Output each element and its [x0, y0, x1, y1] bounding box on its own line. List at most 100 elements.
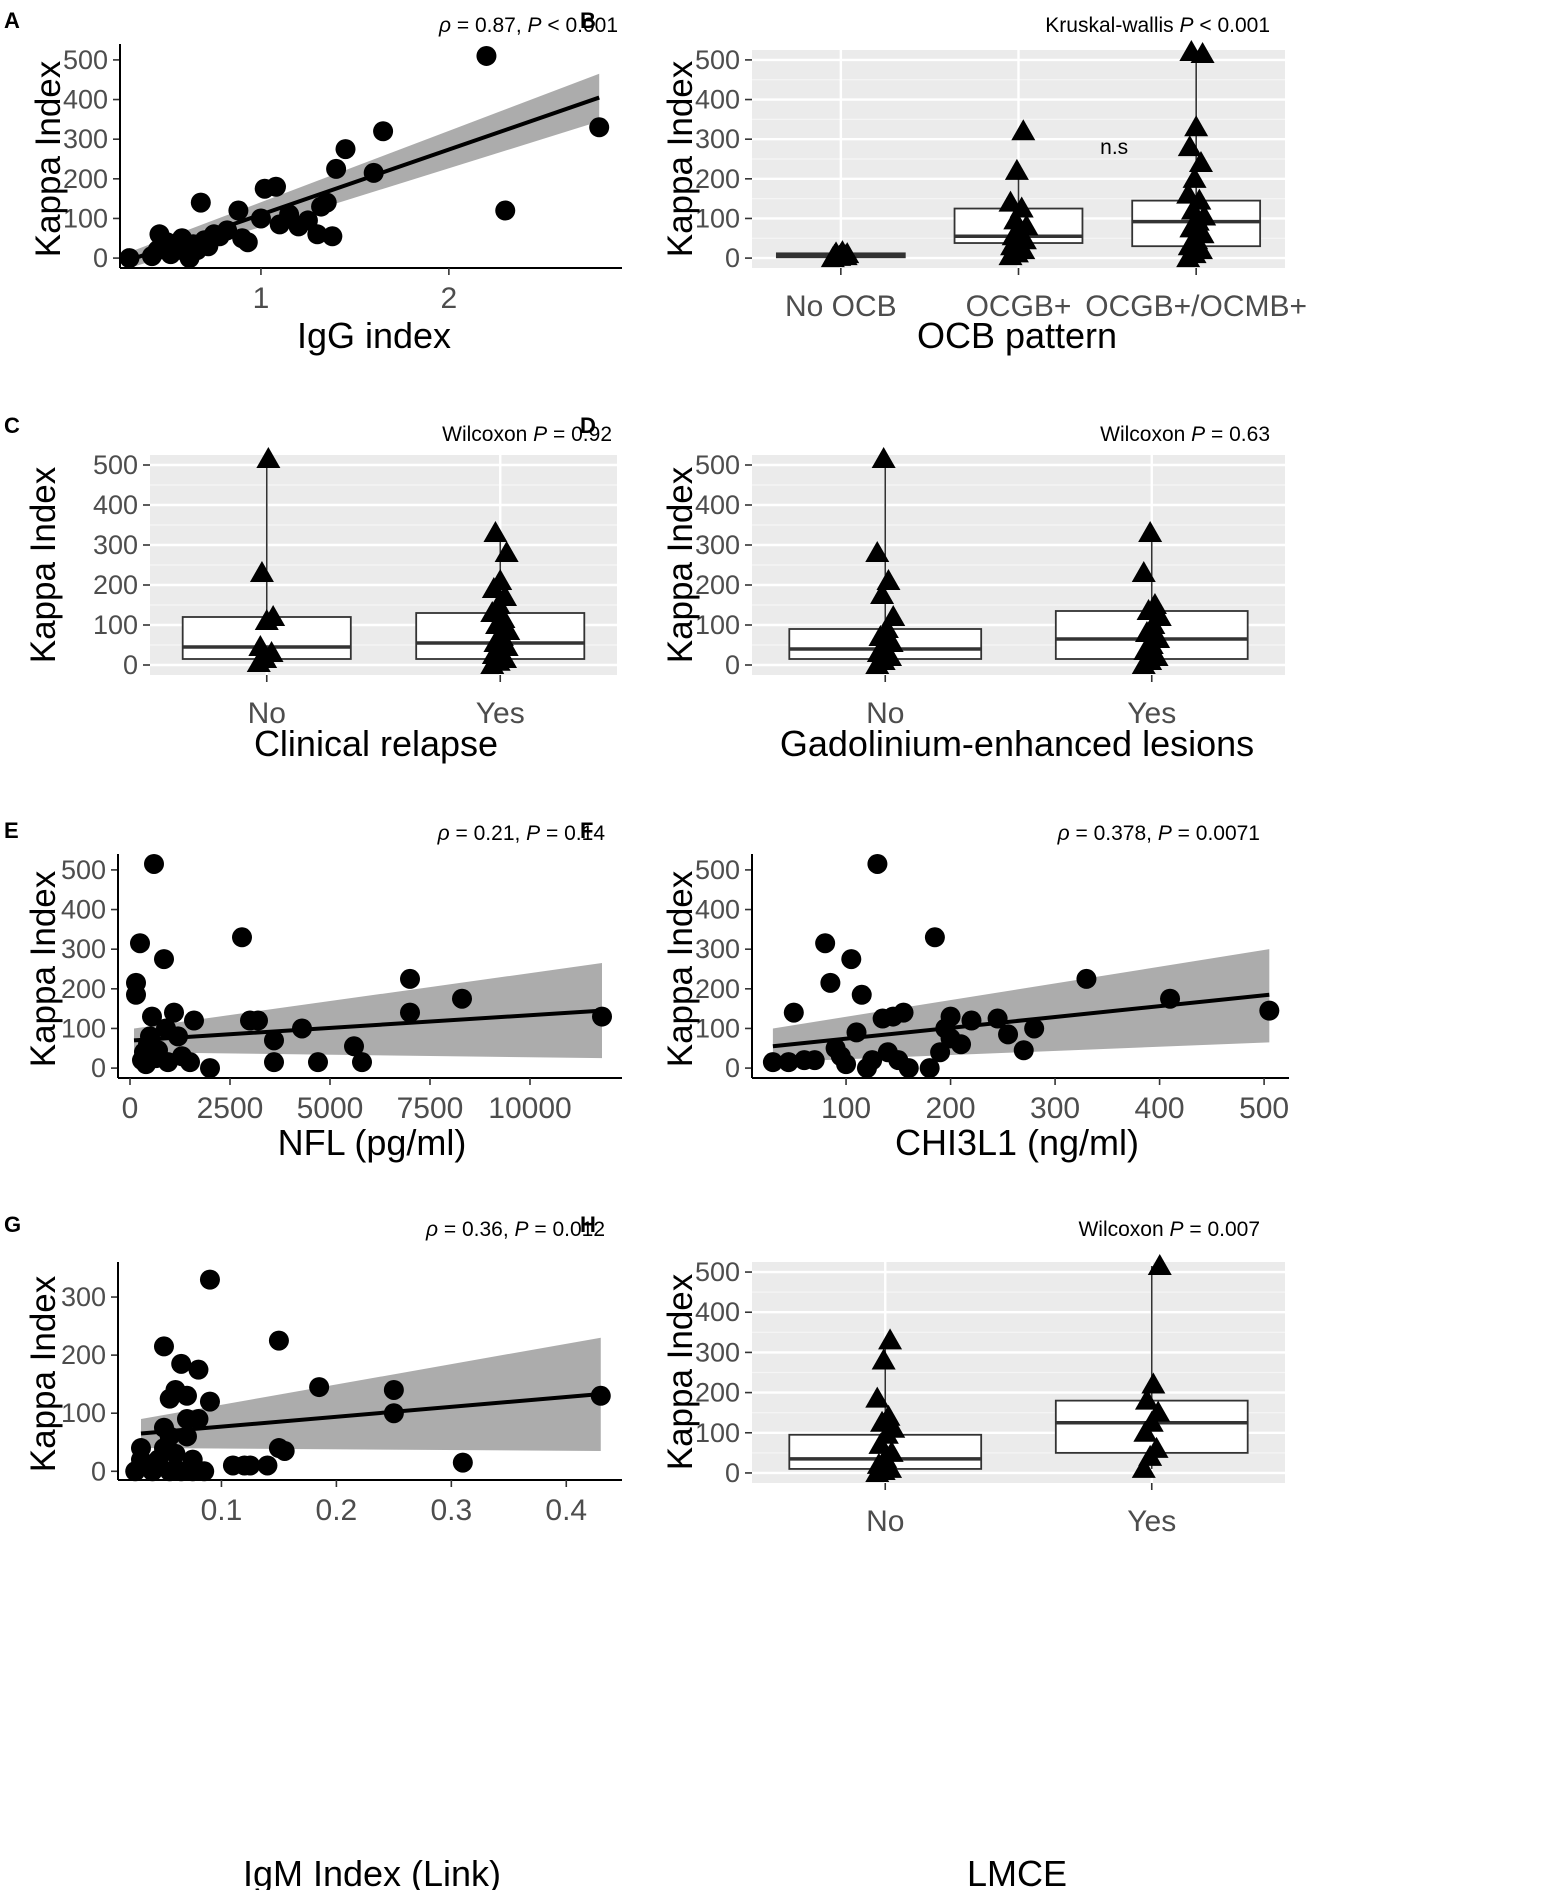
- stat-annotation: ρ = 0.378, P = 0.0071: [1057, 822, 1260, 845]
- data-point: [400, 968, 420, 989]
- regression-line: [133, 1008, 603, 1043]
- stat-annotation-part: = 0.14: [540, 822, 605, 845]
- panel-letter: E: [4, 818, 19, 843]
- data-point: [1177, 135, 1202, 157]
- x-tick-label: No: [866, 1505, 904, 1538]
- confidence-band: [134, 963, 602, 1059]
- stat-annotation-part: P: [526, 822, 540, 845]
- stat-annotation-part: P: [528, 14, 542, 37]
- data-point: [491, 607, 516, 628]
- y-axis-label: Kappa Index: [661, 870, 700, 1067]
- y-tick-label: 0: [725, 650, 740, 680]
- data-point: [865, 541, 890, 562]
- panel-letter: H: [580, 1212, 596, 1237]
- stat-annotation: ρ = 0.87, P < 0.001: [438, 14, 618, 37]
- data-point: [488, 569, 513, 590]
- y-tick-label: 400: [695, 895, 740, 925]
- data-point: [237, 232, 258, 253]
- y-tick-label: 300: [93, 530, 138, 560]
- x-tick-label: OCGB+/OCMB+: [1085, 290, 1307, 323]
- y-tick-label: 400: [93, 490, 138, 520]
- data-point: [452, 988, 472, 1009]
- data-point: [924, 927, 945, 948]
- data-point: [184, 1010, 204, 1031]
- stat-annotation-part: = 0.007: [1184, 1218, 1260, 1241]
- data-point: [483, 521, 508, 542]
- data-point: [190, 192, 211, 213]
- data-point: [893, 1002, 914, 1023]
- y-tick-label: 400: [695, 490, 740, 520]
- panel-letter: C: [4, 413, 20, 438]
- data-point: [1011, 119, 1036, 141]
- data-point: [851, 984, 872, 1005]
- data-point: [870, 583, 895, 604]
- data-point: [762, 1052, 783, 1073]
- data-point: [142, 1006, 162, 1027]
- data-point: [199, 1269, 220, 1290]
- x-axis-label: Clinical relapse: [254, 723, 498, 764]
- data-point: [830, 240, 855, 262]
- y-tick-label: 500: [695, 450, 740, 480]
- y-tick-label: 100: [695, 1013, 740, 1043]
- x-tick-label: 5000: [297, 1092, 364, 1125]
- data-point: [153, 1336, 174, 1357]
- data-point: [171, 1353, 192, 1374]
- y-tick-label: 500: [695, 45, 740, 75]
- data-point: [879, 1440, 904, 1462]
- x-tick-label: 0.1: [201, 1494, 243, 1527]
- data-point: [1144, 645, 1169, 666]
- data-point: [1013, 1040, 1034, 1061]
- data-point: [1141, 1372, 1166, 1394]
- y-tick-label: 300: [61, 1282, 106, 1312]
- data-point: [919, 1058, 940, 1079]
- stat-annotation-part: ρ: [437, 822, 450, 845]
- data-point: [1179, 39, 1204, 61]
- stat-annotation-part: P: [1170, 1218, 1184, 1241]
- x-tick-label: OCGB+: [966, 290, 1072, 323]
- data-point: [1190, 222, 1215, 244]
- y-tick-label: 300: [695, 934, 740, 964]
- data-point: [228, 200, 249, 221]
- y-tick-label: 0: [725, 243, 740, 273]
- data-point: [264, 1052, 284, 1073]
- data-point: [876, 569, 901, 590]
- x-tick-label: 0.3: [430, 1494, 472, 1527]
- data-point: [998, 190, 1023, 212]
- data-point: [400, 1002, 420, 1023]
- x-tick-label: 100: [821, 1092, 871, 1125]
- data-point: [352, 1052, 372, 1073]
- data-point: [1014, 214, 1039, 236]
- data-point: [841, 949, 862, 970]
- data-point: [316, 192, 337, 213]
- y-tick-label: 100: [61, 1013, 106, 1043]
- data-point: [257, 1455, 278, 1476]
- panel-letter: B: [580, 8, 596, 33]
- x-axis-label: OCB pattern: [917, 315, 1117, 356]
- data-point: [1146, 627, 1171, 648]
- data-point: [820, 972, 841, 993]
- y-tick-label: 0: [91, 1053, 106, 1083]
- x-tick-label: 7500: [397, 1092, 464, 1125]
- stat-annotation-part: = 0.63: [1205, 423, 1270, 446]
- y-tick-label: 0: [725, 1053, 740, 1083]
- y-tick-label: 400: [695, 85, 740, 115]
- data-point: [1024, 1018, 1045, 1039]
- data-point: [998, 1024, 1019, 1045]
- data-point: [164, 1002, 184, 1023]
- stat-annotation-part: ρ: [1057, 822, 1070, 845]
- data-point: [326, 158, 347, 179]
- stat-annotation: ρ = 0.36, P = 0.012: [425, 1218, 605, 1241]
- y-tick-label: 500: [93, 450, 138, 480]
- x-tick-label: No OCB: [785, 290, 897, 323]
- x-tick-label: 500: [1239, 1092, 1289, 1125]
- regression-line: [140, 1392, 601, 1436]
- y-tick-label: 100: [695, 203, 740, 233]
- x-axis-label: CHI3L1 (ng/ml): [895, 1122, 1139, 1163]
- data-point: [240, 1455, 261, 1476]
- panel-b: B Kruskal-wallis P < 0.001 0 100 200 300 400 50…: [580, 8, 1307, 356]
- x-tick-label: 300: [1030, 1092, 1080, 1125]
- data-point: [783, 1002, 804, 1023]
- stat-annotation-part: P: [533, 423, 547, 446]
- data-point: [383, 1379, 404, 1400]
